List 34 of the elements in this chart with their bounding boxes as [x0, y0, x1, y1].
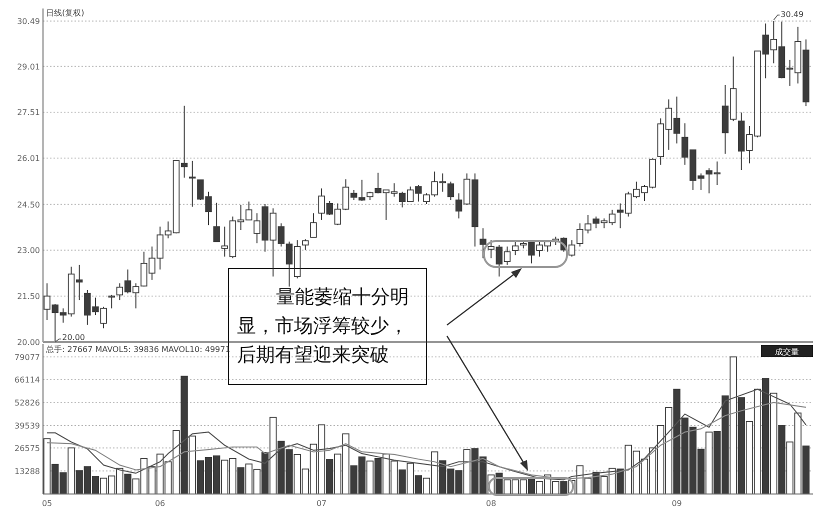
y-tick-label: 21.50 [17, 292, 40, 302]
y-tick-label: 26.01 [17, 154, 40, 164]
line-series [46, 388, 807, 480]
annotation: 量能萎缩十分明显，市场浮筹较少，后期有望迎来突破 [237, 286, 409, 366]
text: 成交量 [775, 348, 799, 356]
x-tick-label: 07 [316, 499, 327, 508]
y-tick-label: 52826 [14, 398, 40, 408]
annotation: 30.49 [780, 10, 804, 20]
x-tick-label: 06 [154, 499, 166, 508]
y-tick-label: 30.49 [17, 17, 40, 26]
candlestick [108, 294, 115, 309]
candlestick [447, 181, 454, 201]
y-tick-label: 79077 [14, 352, 40, 362]
y-tick-label: 66114 [14, 375, 40, 384]
candlestick [213, 202, 220, 242]
y-tick-label: 13288 [14, 466, 40, 476]
x-tick-label: 08 [486, 499, 496, 508]
x-tick-label: 09 [672, 499, 682, 508]
candlestick [310, 212, 317, 238]
candlestick [512, 241, 519, 256]
y-tick-label: 24.50 [17, 200, 40, 210]
y-tick-label: 26575 [14, 444, 40, 453]
line-series [46, 402, 807, 480]
x-tick-label: 05 [42, 499, 52, 508]
chart-title: 日线(复权) [46, 8, 84, 18]
candlestick [480, 228, 486, 259]
y-tick-label: 29.01 [17, 62, 40, 72]
candlestick [189, 160, 196, 208]
y-tick-label: 39539 [14, 421, 40, 430]
y-tick-label: 20.00 [17, 338, 40, 347]
y-tick-label: 27.51 [17, 108, 40, 118]
annotation: 20.00 [62, 333, 86, 342]
candlestick [302, 238, 309, 250]
y-tick-label: 23.00 [17, 246, 40, 256]
